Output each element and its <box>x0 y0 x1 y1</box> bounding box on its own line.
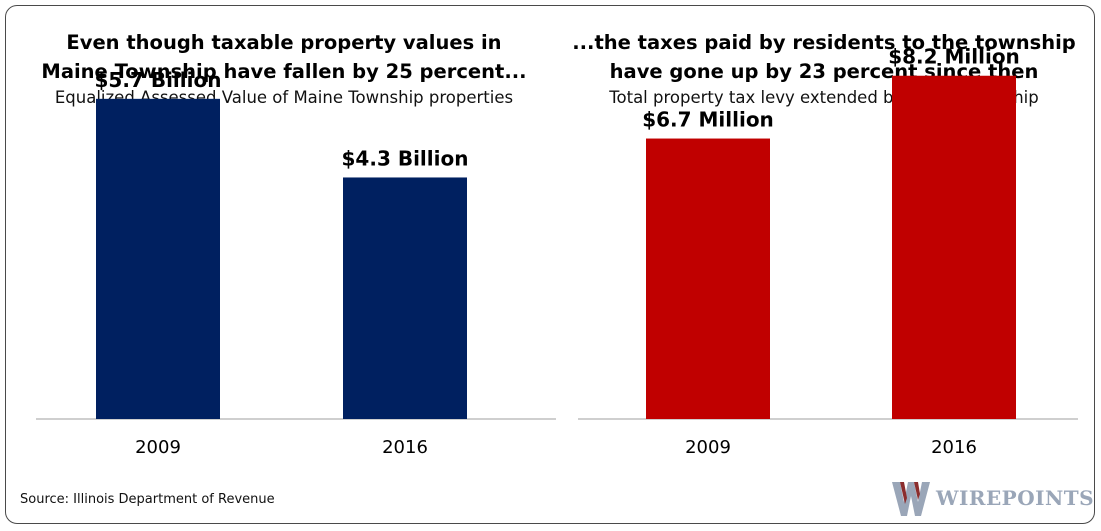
left-data-label-2016: $4.3 Billion <box>342 146 469 170</box>
left-bar-2009 <box>96 98 220 420</box>
left-tick-label-2016: 2016 <box>382 437 428 458</box>
chart-frame: Even though taxable property values in M… <box>5 5 1095 524</box>
source-note: Source: Illinois Department of Revenue <box>20 492 275 507</box>
right-bar-2009 <box>646 138 770 419</box>
left-panel: Even though taxable property values in M… <box>6 6 562 523</box>
right-panel: ...the taxes paid by residents to the to… <box>552 6 1096 523</box>
right-title-line-1: ...the taxes paid by residents to the to… <box>572 31 1076 54</box>
wirepoints-logo: WIREPOINTS <box>890 478 1094 518</box>
left-bar-2016 <box>343 177 467 419</box>
logo-text: WIREPOINTS <box>936 486 1095 510</box>
left-title-line-2: Maine Township have fallen by 25 percent… <box>41 60 527 83</box>
right-tick-label-2016: 2016 <box>931 437 977 458</box>
left-title-line-1: Even though taxable property values in <box>66 31 502 54</box>
right-bar-2016 <box>892 75 1016 419</box>
left-chart-title: Even though taxable property values in M… <box>6 28 562 86</box>
right-tick-label-2009: 2009 <box>685 437 731 458</box>
right-data-label-2009: $6.7 Million <box>642 108 774 132</box>
right-data-label-2016: $8.2 Million <box>888 45 1020 69</box>
left-bar-chart: $5.7 Billion 2009 $4.3 Billion 2016 <box>36 68 556 458</box>
right-bar-chart: $6.7 Million 2009 $8.2 Million 2016 <box>578 45 1078 458</box>
left-tick-label-2009: 2009 <box>135 437 181 458</box>
left-data-label-2009: $5.7 Billion <box>95 68 222 92</box>
wirepoints-logo-icon <box>892 482 930 516</box>
